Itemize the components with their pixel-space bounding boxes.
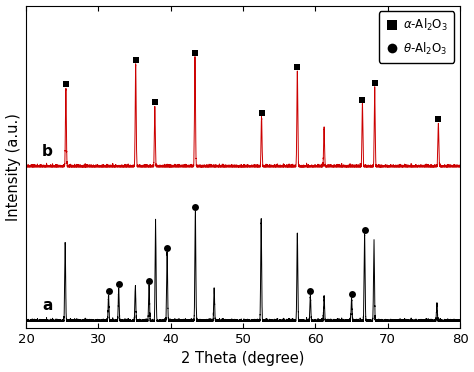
Text: a: a [42,298,53,313]
X-axis label: 2 Theta (degree): 2 Theta (degree) [182,352,305,366]
Legend: $\alpha$-Al$_2$O$_3$, $\theta$-Al$_2$O$_3$: $\alpha$-Al$_2$O$_3$, $\theta$-Al$_2$O$_… [379,12,454,62]
Text: b: b [42,144,53,159]
Y-axis label: Intensity (a.u.): Intensity (a.u.) [6,113,20,221]
